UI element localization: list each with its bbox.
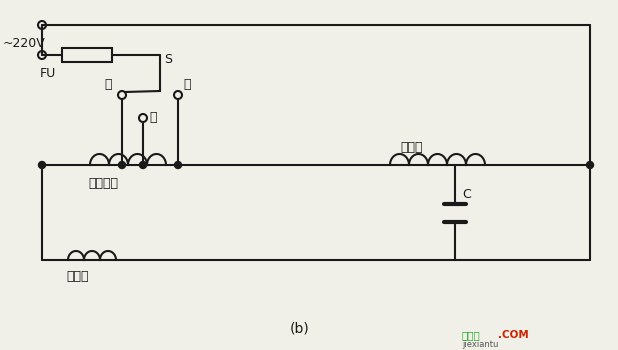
Bar bbox=[62, 48, 112, 62]
Text: 主绕组: 主绕组 bbox=[400, 141, 423, 154]
Text: 高: 高 bbox=[183, 78, 190, 91]
Text: S: S bbox=[164, 53, 172, 66]
Text: C: C bbox=[462, 188, 471, 201]
Text: FU: FU bbox=[40, 67, 56, 80]
Text: 辅助绕组: 辅助绕组 bbox=[88, 177, 118, 190]
Text: ~220V: ~220V bbox=[3, 37, 46, 50]
Text: .COM: .COM bbox=[498, 330, 529, 340]
Text: 副绕组: 副绕组 bbox=[66, 270, 88, 283]
Circle shape bbox=[140, 161, 146, 168]
Text: 中: 中 bbox=[149, 111, 156, 124]
Text: (b): (b) bbox=[290, 321, 310, 335]
Text: 接线图: 接线图 bbox=[462, 330, 481, 340]
Text: jiexiantu: jiexiantu bbox=[462, 340, 498, 349]
Circle shape bbox=[119, 161, 125, 168]
Circle shape bbox=[174, 161, 182, 168]
Circle shape bbox=[586, 161, 593, 168]
Circle shape bbox=[38, 161, 46, 168]
Text: 低: 低 bbox=[104, 78, 111, 91]
